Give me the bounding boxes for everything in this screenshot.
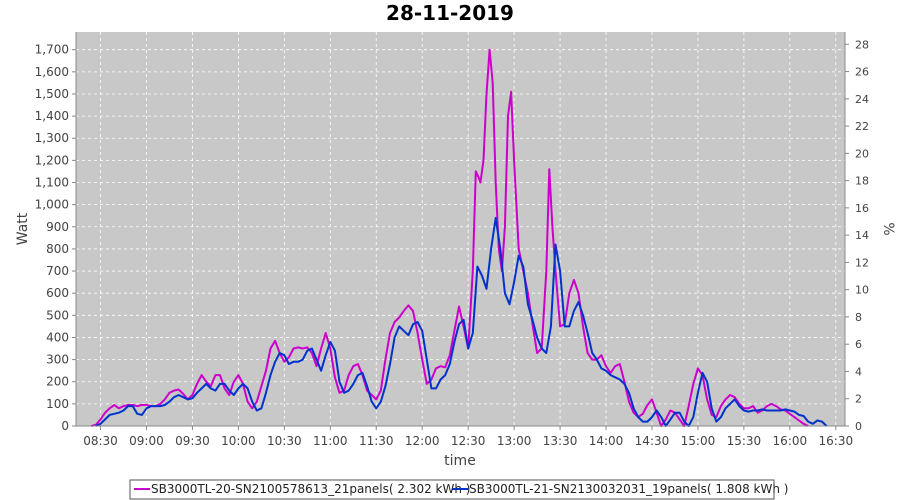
y2-tick-label: 22 bbox=[855, 120, 869, 133]
y-tick-label: 400 bbox=[46, 330, 69, 344]
y2-tick-label: 12 bbox=[855, 256, 869, 269]
y2-tick-label: 24 bbox=[855, 93, 869, 106]
plot-area bbox=[76, 32, 845, 426]
y2-tick-label: 4 bbox=[855, 365, 862, 378]
x-tick-label: 12:30 bbox=[451, 434, 486, 448]
x-tick-label: 12:00 bbox=[405, 434, 440, 448]
x-tick-label: 09:30 bbox=[175, 434, 210, 448]
y-tick-label: 600 bbox=[46, 286, 69, 300]
y-tick-label: 1,100 bbox=[35, 176, 69, 190]
y2-tick-label: 18 bbox=[855, 175, 869, 188]
y-tick-label: 700 bbox=[46, 264, 69, 278]
x-tick-label: 08:30 bbox=[83, 434, 118, 448]
x-tick-label: 13:30 bbox=[543, 434, 578, 448]
x-tick-label: 14:30 bbox=[635, 434, 670, 448]
y-tick-label: 900 bbox=[46, 220, 69, 234]
y2-tick-label: 16 bbox=[855, 202, 869, 215]
y-tick-label: 800 bbox=[46, 242, 69, 256]
y-tick-label: 100 bbox=[46, 397, 69, 411]
y2-tick-label: 8 bbox=[855, 311, 862, 324]
series-line-2 bbox=[95, 216, 828, 427]
y-tick-label: 1,300 bbox=[35, 131, 69, 145]
x-tick-label: 16:30 bbox=[819, 434, 854, 448]
x-axis-tick-labels: 08:30 09:00 09:30 10:00 10:30 11:00 11:30 12:00… bbox=[83, 434, 853, 448]
y-tick-label: 1,200 bbox=[35, 153, 69, 167]
chart-title: 28-11-2019 bbox=[386, 1, 514, 25]
y-tick-label: 300 bbox=[46, 353, 69, 367]
x-tick-label: 11:30 bbox=[359, 434, 394, 448]
y-tick-label: 200 bbox=[46, 375, 69, 389]
y-tick-label: 1,400 bbox=[35, 109, 69, 123]
y-axis-tick-labels: 0 100 200 300 400 500 600 700 800 900 1,000 1,100 1,… bbox=[35, 43, 69, 433]
y2-axis-label: % bbox=[880, 222, 896, 235]
x-tick-label: 15:00 bbox=[681, 434, 716, 448]
y-tick-label: 1,700 bbox=[35, 43, 69, 57]
x-tick-label: 10:30 bbox=[267, 434, 302, 448]
x-tick-label: 10:00 bbox=[221, 434, 256, 448]
axes bbox=[72, 32, 849, 430]
y-tick-label: 1,500 bbox=[35, 87, 69, 101]
y-tick-label: 1,600 bbox=[35, 65, 69, 79]
legend: SB3000TL-20-SN2100578613_21panels( 2.302… bbox=[129, 479, 788, 500]
y-tick-label: 0 bbox=[61, 419, 69, 433]
y2-tick-label: 28 bbox=[855, 38, 869, 51]
y-tick-label: 500 bbox=[46, 308, 69, 322]
y2-tick-label: 26 bbox=[855, 66, 869, 79]
x-tick-label: 11:00 bbox=[313, 434, 348, 448]
legend-label-series-1: SB3000TL-20-SN2100578613_21panels( 2.302… bbox=[151, 482, 470, 496]
y2-tick-label: 20 bbox=[855, 147, 869, 160]
x-tick-label: 16:00 bbox=[773, 434, 808, 448]
y2-tick-label: 0 bbox=[855, 420, 862, 433]
y2-tick-label: 10 bbox=[855, 284, 869, 297]
y-axis-label: Watt bbox=[15, 212, 31, 245]
x-tick-label: 09:00 bbox=[129, 434, 164, 448]
y2-tick-label: 14 bbox=[855, 229, 869, 242]
x-tick-label: 13:00 bbox=[497, 434, 532, 448]
legend-label-series-2: SB3000TL-21-SN2130032031_19panels( 1.808… bbox=[469, 482, 788, 496]
y-tick-label: 1,000 bbox=[35, 198, 69, 212]
y2-tick-label: 2 bbox=[855, 393, 862, 406]
grid-lines bbox=[76, 32, 845, 427]
y2-tick-label: 6 bbox=[855, 338, 862, 351]
x-axis-label: time bbox=[444, 453, 476, 469]
x-tick-label: 15:30 bbox=[727, 434, 762, 448]
x-tick-label: 14:00 bbox=[589, 434, 624, 448]
